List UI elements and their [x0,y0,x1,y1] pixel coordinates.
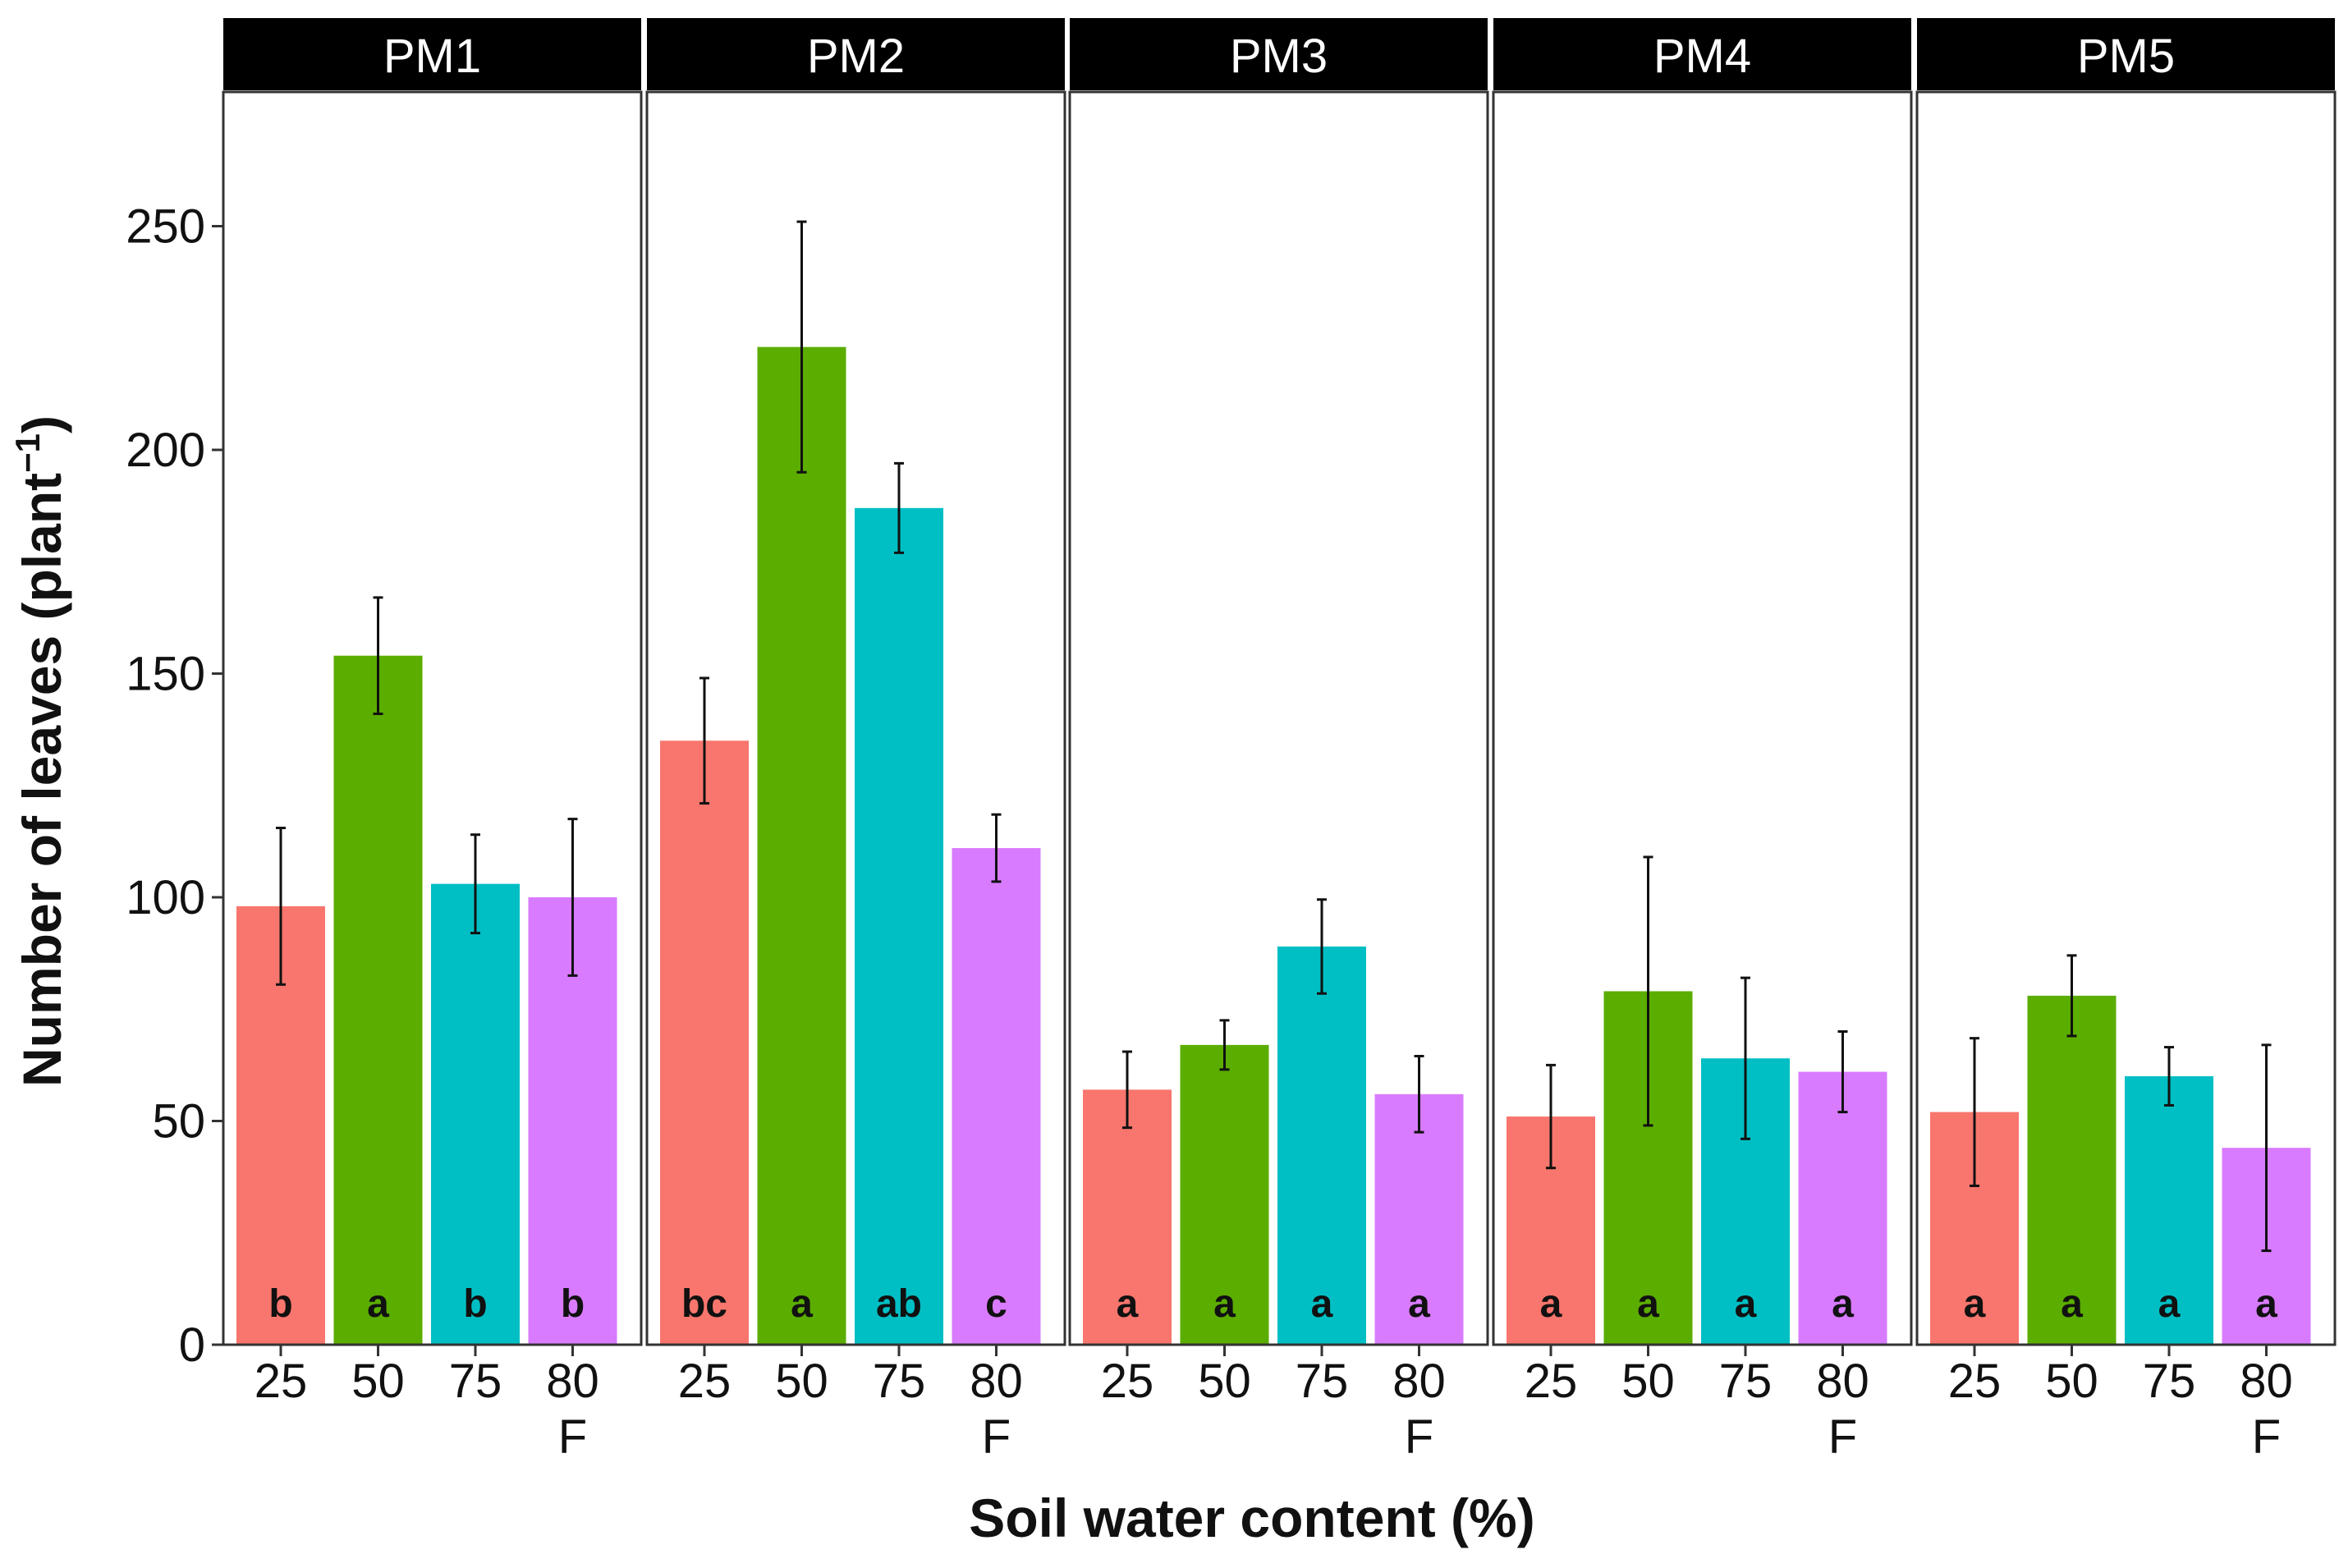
panel-pm5: PM5 a 25 a 50 a 75 a 80F [1915,18,2337,1464]
x-tick-sublabel: F [2252,1410,2281,1464]
significance-letter: bc [681,1282,727,1326]
significance-letter: a [1408,1282,1430,1326]
facet-strip [223,18,641,90]
facet-strip-label: PM2 [807,30,905,83]
y-axis: 0 50 100 150 200 250 [126,200,223,1372]
significance-letter: b [561,1282,585,1326]
x-tick-label: 80 [2240,1355,2293,1408]
x-tick-label: 75 [873,1355,926,1408]
bar [1374,1093,1464,1345]
significance-letter: ab [876,1282,922,1326]
y-axis-title: Number of leaves (plant−1) [8,415,72,1087]
significance-letter: a [1311,1282,1333,1326]
x-tick-sublabel: F [982,1410,1011,1464]
x-tick-sublabel: F [558,1410,587,1464]
x-tick-label: 80 [1392,1355,1446,1408]
x-tick-label: 50 [1198,1355,1251,1408]
panel-pm1: PM1 b 25 a 50 b 75 b 80F [222,18,643,1464]
y-tick-label: 200 [126,424,205,477]
facet-strip [1917,18,2335,90]
significance-letter: a [367,1282,389,1326]
bar [1798,1071,1887,1345]
panel-pm4: PM4 a 25 a 50 a 75 a 80F [1492,18,1913,1464]
x-tick-label: 25 [1101,1355,1154,1408]
y-tick-label: 150 [126,648,205,701]
x-tick-label: 80 [970,1355,1023,1408]
bar [431,883,520,1345]
facet-strip [1493,18,1911,90]
x-tick-label: 25 [1948,1355,2002,1408]
x-axis-title: Soil water content (%) [969,1488,1534,1548]
x-tick-label: 50 [2045,1355,2098,1408]
significance-letter: a [1540,1282,1562,1326]
panel-border [1915,90,2337,1346]
x-tick-label: 75 [1296,1355,1349,1408]
y-axis-title-main: Number of leaves (plant [11,473,72,1087]
significance-letter: a [791,1282,813,1326]
x-tick-label: 50 [775,1355,828,1408]
bar [855,507,943,1345]
y-tick-label: 250 [126,200,205,254]
x-tick-label: 80 [1816,1355,1869,1408]
bar [1180,1044,1269,1345]
facet-strip [1070,18,1488,90]
x-tick-sublabel: F [1405,1410,1433,1464]
panel-pm2: PM2 bc 25 a 50 ab 75 c 80F [645,18,1066,1464]
significance-letter: a [1964,1282,1986,1326]
significance-letter: a [2255,1282,2277,1326]
panel-pm3: PM3 a 25 a 50 a 75 a 80F [1068,18,1489,1464]
y-tick-label: 50 [152,1095,205,1148]
x-tick-label: 50 [1621,1355,1675,1408]
bar [1277,946,1366,1345]
facet-strip-label: PM1 [383,30,481,83]
significance-letter: c [985,1282,1007,1326]
facet-strip-label: PM5 [2077,30,2175,83]
x-tick-label: 50 [351,1355,405,1408]
y-axis-title-suffix: ) [11,415,72,433]
significance-letter: a [2158,1282,2181,1326]
panel-border [222,90,643,1346]
x-tick-sublabel: F [1828,1410,1857,1464]
significance-letter: a [1832,1282,1854,1326]
facet-strip-label: PM4 [1653,30,1751,83]
y-tick-label: 100 [126,871,205,924]
y-tick-label: 0 [179,1318,205,1372]
facet-strip-label: PM3 [1230,30,1328,83]
x-tick-label: 75 [449,1355,502,1408]
bar [2125,1076,2213,1345]
x-tick-label: 80 [546,1355,599,1408]
bar [2027,995,2117,1345]
x-tick-label: 75 [2143,1355,2196,1408]
significance-letter: b [268,1282,292,1326]
x-tick-label: 25 [678,1355,732,1408]
panels: PM1b25a50b75b80FPM2bc25a50ab75c80FPM3a25… [222,18,2337,1464]
significance-letter: a [1213,1282,1236,1326]
panel-border [1068,90,1489,1346]
bar [952,848,1041,1345]
panel-border [645,90,1066,1346]
facet-strip [647,18,1065,90]
panel-border [1492,90,1913,1346]
x-tick-label: 25 [255,1355,308,1408]
bar [1083,1089,1172,1345]
significance-letter: a [2061,1282,2083,1326]
bar [660,740,749,1345]
bar [757,346,846,1345]
significance-letter: b [463,1282,487,1326]
significance-letter: a [1117,1282,1139,1326]
x-tick-label: 25 [1525,1355,1578,1408]
significance-letter: a [1637,1282,1659,1326]
significance-letter: a [1735,1282,1757,1326]
bar [333,655,423,1345]
x-tick-label: 75 [1719,1355,1773,1408]
y-axis-title-superscript: −1 [8,433,47,473]
